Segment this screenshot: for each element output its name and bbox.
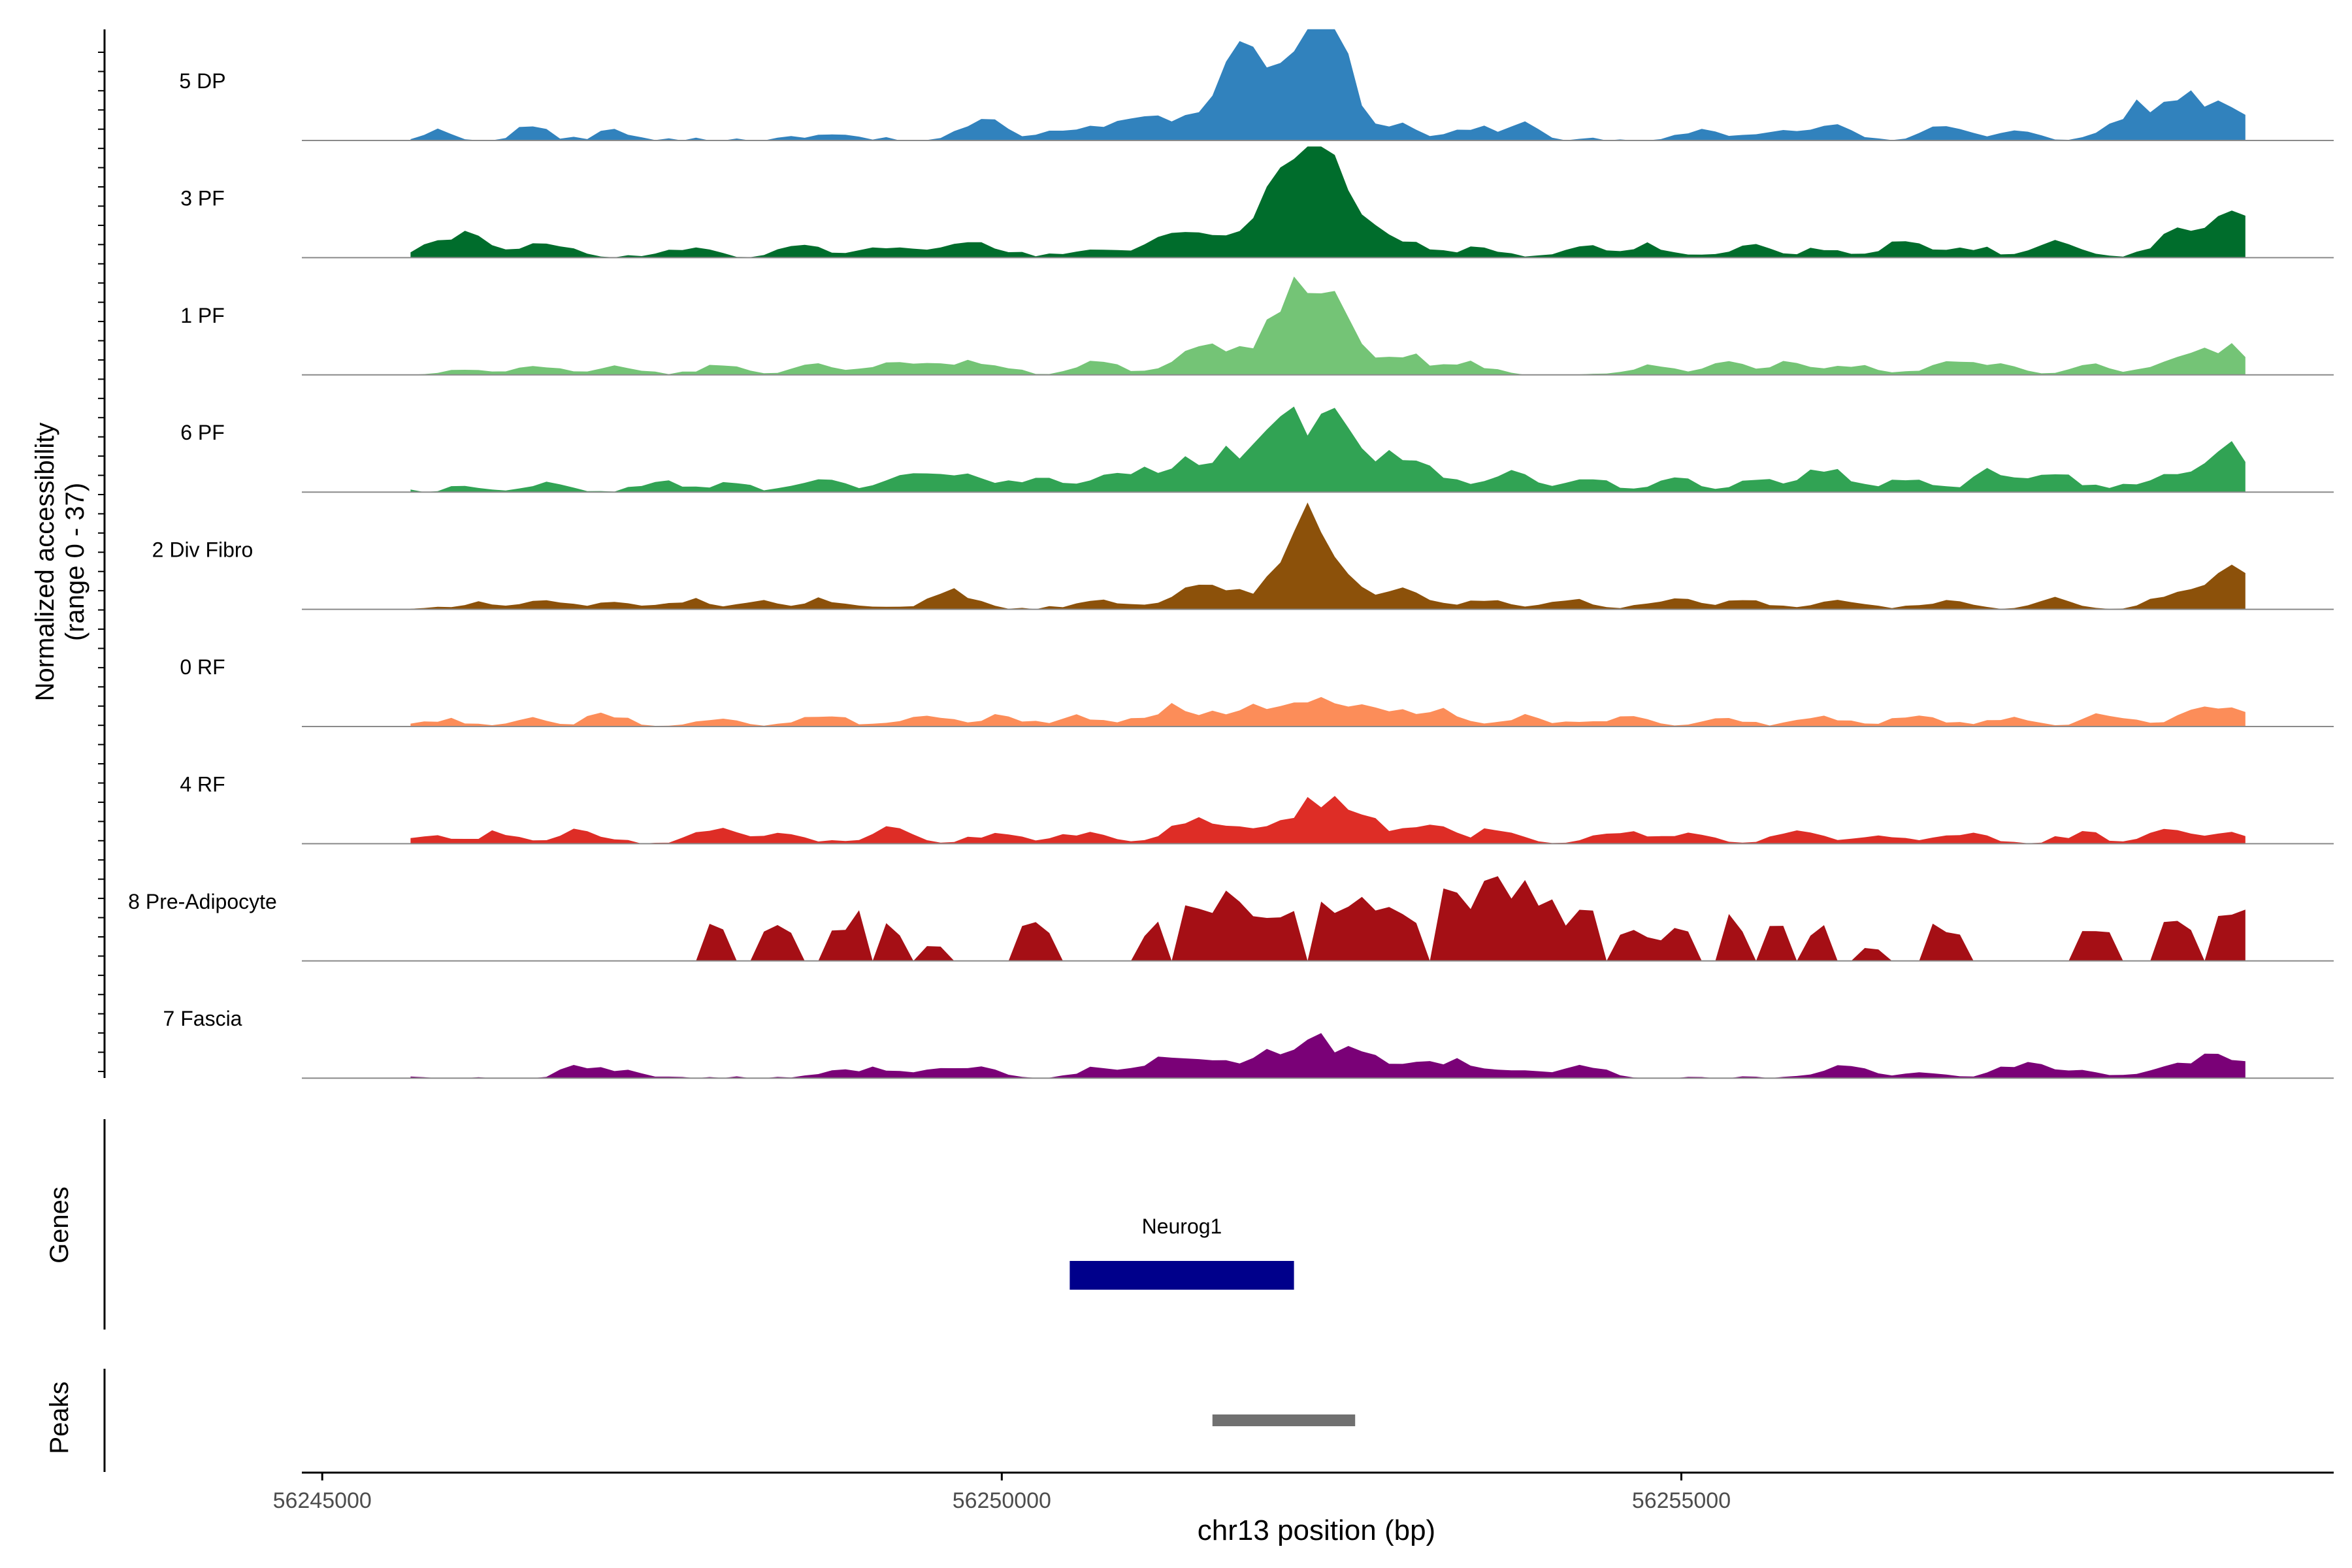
coverage-area [410, 276, 2246, 375]
coverage-area [410, 502, 2246, 610]
track-label: 3 PF [180, 186, 225, 210]
coverage-area [410, 696, 2246, 727]
genes-panel-label: Genes [45, 1186, 74, 1264]
track-1-pf: 1 PF [180, 276, 2334, 376]
gene-bar [1070, 1261, 1294, 1290]
track-label: 8 Pre-Adipocyte [128, 890, 277, 913]
track-label: 0 RF [180, 655, 225, 679]
coverage-area [410, 29, 2246, 140]
track-4-rf: 4 RF [180, 772, 2334, 845]
y-axis-label-line2: (range 0 - 37) [61, 483, 90, 641]
peaks-panel-label: Peaks [45, 1381, 74, 1454]
track-3-pf: 3 PF [180, 146, 2334, 259]
peaks-panel [103, 1369, 1356, 1472]
track-2-div-fibro: 2 Div Fibro [152, 502, 2334, 610]
coverage-panel: 5 DP 3 PF 1 PF 6 PF 2 Div Fibro 0 RF 4 RF 8 Pre… [98, 29, 2334, 1079]
track-label: 6 PF [180, 421, 225, 444]
track-0-rf: 0 RF [180, 655, 2334, 727]
coverage-area [410, 1033, 2246, 1079]
coverage-area [410, 796, 2246, 844]
track-label: 7 Fascia [163, 1007, 242, 1030]
track-5-dp: 5 DP [179, 29, 2334, 141]
track-label: 5 DP [179, 69, 225, 93]
coverage-area [410, 406, 2246, 493]
x-axis: 56245000 56250000 56255000 [273, 1471, 2334, 1513]
track-6-pf: 6 PF [180, 406, 2334, 493]
track-7-fascia: 7 Fascia [163, 1007, 2334, 1079]
x-axis-tick-label: 56245000 [273, 1488, 372, 1513]
y-axis-label-line1: Normalized accessibility [31, 423, 59, 702]
x-axis-title: chr13 position (bp) [1198, 1514, 1435, 1546]
track-label: 2 Div Fibro [152, 538, 253, 562]
coverage-area [410, 876, 2246, 961]
track-label: 4 RF [180, 772, 225, 796]
coverage-area [410, 146, 2246, 258]
x-axis-tick-label: 56250000 [953, 1488, 1051, 1513]
track-8-pre-adipocyte: 8 Pre-Adipocyte [128, 876, 2334, 962]
gene-label: Neurog1 [1142, 1215, 1222, 1238]
track-label: 1 PF [180, 304, 225, 327]
peak-region-bar [1212, 1414, 1356, 1426]
x-axis-tick-label: 56255000 [1632, 1488, 1731, 1513]
genes-panel: Neurog1 [103, 1119, 1294, 1330]
